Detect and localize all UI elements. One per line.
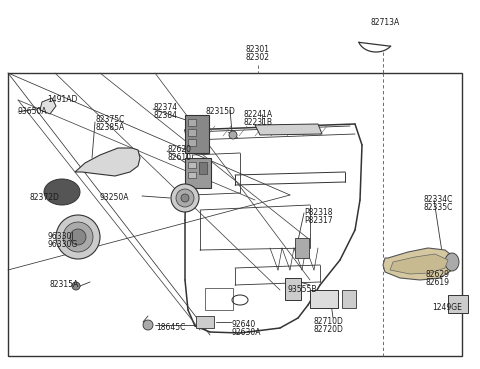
Text: 82629: 82629 bbox=[426, 270, 450, 279]
Bar bbox=[185, 115, 209, 153]
Text: 96330G: 96330G bbox=[48, 240, 78, 249]
Bar bbox=[188, 119, 196, 126]
Circle shape bbox=[143, 320, 153, 330]
Ellipse shape bbox=[44, 179, 80, 205]
Bar bbox=[8, 73, 462, 356]
Bar bbox=[196, 316, 214, 328]
Text: 82372D: 82372D bbox=[30, 193, 60, 202]
Text: 82713A: 82713A bbox=[371, 18, 400, 27]
Text: 82302: 82302 bbox=[246, 53, 270, 62]
Text: P82317: P82317 bbox=[304, 216, 333, 225]
Polygon shape bbox=[40, 98, 56, 114]
Bar bbox=[188, 172, 196, 178]
Bar bbox=[310, 290, 338, 308]
Text: P82318: P82318 bbox=[304, 208, 333, 217]
Circle shape bbox=[72, 282, 80, 290]
Polygon shape bbox=[383, 248, 455, 280]
Bar bbox=[188, 139, 196, 146]
Bar bbox=[295, 238, 309, 258]
Text: 82385A: 82385A bbox=[95, 123, 124, 132]
Polygon shape bbox=[255, 124, 322, 135]
Circle shape bbox=[229, 131, 237, 139]
Bar bbox=[185, 158, 211, 188]
Bar bbox=[188, 162, 196, 168]
Circle shape bbox=[63, 222, 93, 252]
Ellipse shape bbox=[445, 253, 459, 271]
Text: 93650A: 93650A bbox=[18, 107, 48, 116]
Text: 82301: 82301 bbox=[246, 45, 270, 54]
Text: 92640: 92640 bbox=[232, 320, 256, 329]
Bar bbox=[188, 129, 196, 136]
Bar bbox=[342, 290, 356, 308]
Bar bbox=[199, 162, 207, 174]
Text: 82619: 82619 bbox=[426, 278, 450, 287]
Text: 82610: 82610 bbox=[167, 153, 191, 162]
Text: 82315D: 82315D bbox=[205, 107, 235, 116]
Circle shape bbox=[181, 194, 189, 202]
Text: 96330J: 96330J bbox=[48, 232, 74, 241]
Circle shape bbox=[70, 229, 86, 245]
Polygon shape bbox=[75, 148, 140, 176]
Text: 82374: 82374 bbox=[153, 103, 177, 112]
Text: 1249GE: 1249GE bbox=[432, 303, 462, 312]
Circle shape bbox=[171, 184, 199, 212]
Text: 82334C: 82334C bbox=[424, 195, 454, 204]
Text: 82335C: 82335C bbox=[424, 203, 454, 212]
Bar bbox=[285, 278, 301, 300]
Text: 18645C: 18645C bbox=[156, 323, 185, 332]
Polygon shape bbox=[390, 254, 448, 274]
Text: 82384: 82384 bbox=[153, 111, 177, 120]
Bar bbox=[448, 295, 468, 313]
Text: 82231B: 82231B bbox=[243, 118, 272, 127]
Text: 1491AD: 1491AD bbox=[47, 95, 77, 104]
Text: 92630A: 92630A bbox=[232, 328, 262, 337]
Circle shape bbox=[176, 189, 194, 207]
Bar bbox=[205, 288, 233, 310]
Circle shape bbox=[56, 215, 100, 259]
Text: 93555B: 93555B bbox=[288, 285, 317, 294]
Text: 82710D: 82710D bbox=[314, 317, 344, 326]
Text: 82375C: 82375C bbox=[95, 115, 124, 124]
Text: 82241A: 82241A bbox=[243, 110, 272, 119]
Text: 93250A: 93250A bbox=[99, 193, 129, 202]
Text: 82315A: 82315A bbox=[50, 280, 79, 289]
Text: 82720D: 82720D bbox=[314, 325, 344, 334]
Text: 82620: 82620 bbox=[167, 145, 191, 154]
